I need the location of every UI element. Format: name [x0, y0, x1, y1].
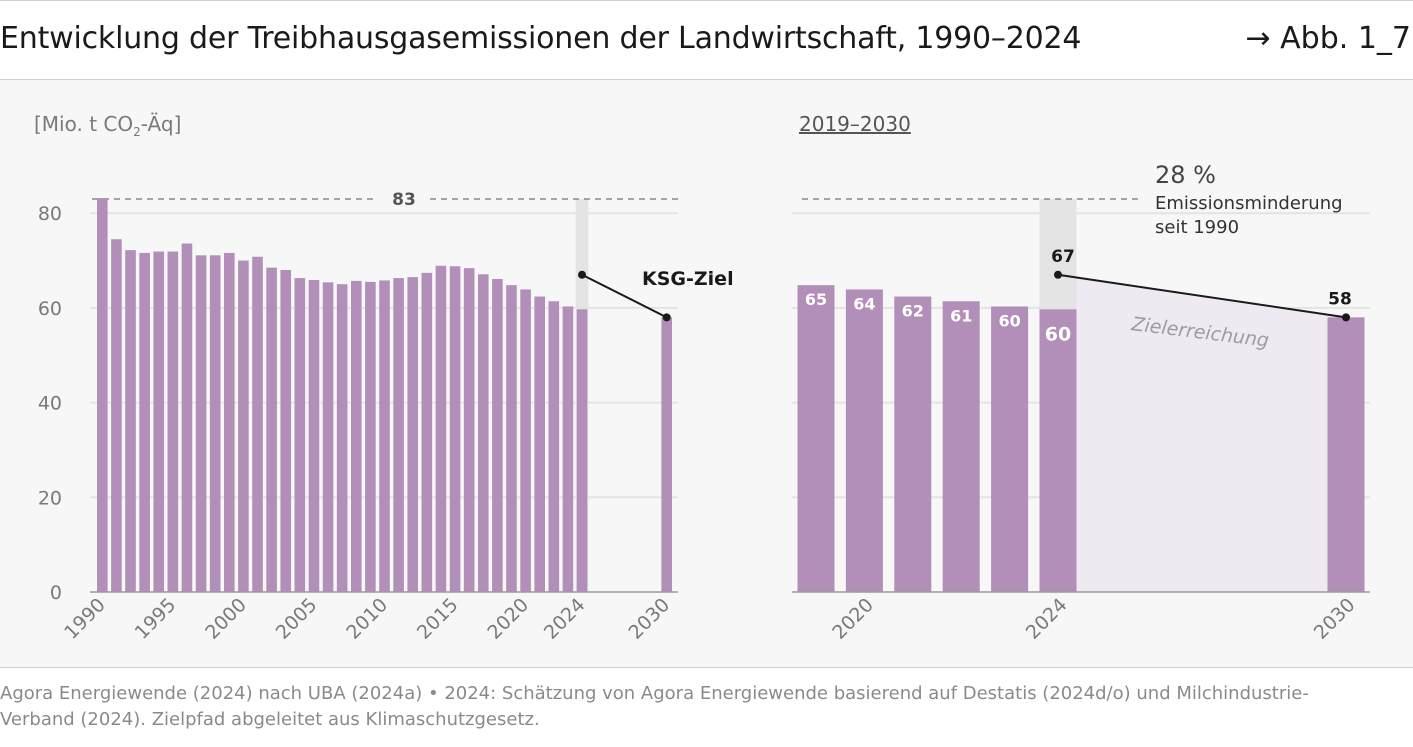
left-bar	[195, 255, 207, 593]
source-note: Agora Energiewende (2024) nach UBA (2024…	[0, 681, 1413, 733]
left-x-tick-label: 2000	[201, 594, 251, 644]
header: Entwicklung der Treibhausgasemissionen d…	[0, 0, 1413, 80]
right-bar-value-label: 60	[1045, 323, 1071, 345]
left-bar	[534, 296, 546, 592]
left-reference-label: 83	[392, 190, 416, 210]
left-bar	[492, 279, 503, 592]
left-bar	[379, 280, 390, 592]
left-bar	[548, 301, 560, 592]
right-target-point	[1054, 270, 1062, 279]
target-area	[1058, 274, 1346, 592]
right-target-point	[1342, 313, 1350, 322]
right-target-line	[1057, 273, 1347, 319]
left-bars	[97, 198, 672, 593]
source-line-1: Agora Energiewende (2024) nach UBA (2024…	[0, 683, 1309, 704]
left-x-tick-label: 2020	[483, 594, 533, 644]
left-bar	[435, 265, 447, 592]
left-bar	[350, 280, 362, 592]
left-x-tick-label: 2030	[624, 594, 674, 644]
left-bar	[153, 251, 165, 592]
left-bar	[125, 250, 136, 593]
left-bar	[181, 243, 193, 593]
left-bar	[111, 239, 122, 592]
left-x-axis: 1990 1995 2000 2005 2010 2015 2020 2024 2030	[60, 594, 674, 644]
left-x-tick-label: 2015	[413, 594, 463, 644]
reduction-value: 28 %	[1155, 161, 1216, 189]
left-target-line	[581, 273, 668, 319]
right-x-tick-label: 2030	[1310, 594, 1360, 644]
left-bar	[449, 266, 461, 592]
left-bar	[209, 255, 221, 593]
right-bar-value-label: 60	[998, 311, 1020, 330]
left-target-point	[578, 270, 587, 279]
figure-reference[interactable]: → Abb. 1_7	[1245, 21, 1411, 56]
left-bar	[336, 284, 348, 592]
right-target-path: 67 58	[1051, 247, 1352, 322]
right-target-value-label: 58	[1328, 289, 1352, 309]
left-bar	[238, 260, 249, 592]
left-x-tick-label: 2005	[272, 594, 322, 644]
right-bar-value-label: 61	[950, 306, 972, 325]
left-bar	[407, 277, 419, 592]
left-bar	[661, 317, 672, 592]
chart-panel: [Mio. t CO2-Äq] 0 20 40 60 80 83 1990 1995 200…	[0, 80, 1413, 668]
left-y-axis: 0 20 40 60 80	[38, 203, 62, 604]
left-y-tick-label: 80	[38, 203, 62, 225]
left-bar	[365, 281, 376, 592]
reduction-label-line1: Emissionsminderung	[1155, 193, 1343, 214]
right-target-value-label: 67	[1051, 247, 1075, 267]
left-bar	[266, 267, 277, 592]
right-x-axis: 2020 2024 2030	[828, 594, 1359, 644]
left-bar	[477, 274, 489, 592]
chart-canvas: [Mio. t CO2-Äq] 0 20 40 60 80 83 1990 1995 200…	[34, 112, 1370, 644]
right-bar-value-label: 65	[805, 290, 827, 309]
left-bar	[97, 198, 108, 592]
left-bar	[421, 272, 433, 592]
left-bar	[308, 279, 320, 592]
right-subtitle: 2019–2030	[799, 112, 911, 136]
left-bar	[506, 285, 517, 592]
right-bar	[991, 306, 1029, 592]
right-bar-value-label: 64	[853, 294, 875, 313]
left-bar	[576, 309, 588, 592]
left-target-path	[578, 270, 671, 322]
right-bar	[797, 285, 835, 592]
left-bar	[252, 256, 263, 592]
left-y-tick-label: 20	[38, 487, 62, 509]
left-bar	[463, 268, 475, 592]
left-bar	[520, 289, 531, 592]
left-bar	[280, 270, 292, 592]
left-bar	[294, 278, 306, 592]
right-x-tick-label: 2024	[1022, 594, 1072, 644]
left-x-tick-label: 2024	[540, 594, 590, 644]
right-x-tick-label: 2020	[828, 594, 878, 644]
left-bar	[393, 278, 404, 592]
right-bar	[845, 289, 883, 592]
right-bars: 65 64 62 61 60 60	[797, 285, 1365, 592]
ksg-target-label: KSG-Ziel	[642, 268, 734, 290]
left-bar	[562, 306, 574, 592]
left-bar	[223, 252, 235, 592]
left-y-tick-label: 40	[38, 393, 62, 415]
left-bar	[167, 251, 179, 592]
page-title: Entwicklung der Treibhausgasemissionen d…	[0, 21, 1082, 56]
right-bar	[894, 296, 932, 592]
left-x-tick-label: 2010	[342, 594, 392, 644]
left-target-point	[662, 313, 671, 322]
right-bar	[1327, 317, 1365, 592]
left-x-tick-label: 1990	[60, 594, 110, 644]
right-bar	[942, 301, 980, 592]
right-bar-value-label: 62	[902, 302, 924, 321]
left-x-tick-label: 1995	[131, 594, 181, 644]
reduction-label-line2: seit 1990	[1155, 217, 1239, 238]
left-y-tick-label: 0	[50, 582, 62, 604]
source-line-2: Verband (2024). Zielpfad abgeleitet aus …	[0, 709, 540, 730]
left-reference-line: 83	[92, 190, 678, 210]
right-bar	[1039, 309, 1077, 592]
left-bar	[322, 282, 334, 592]
left-bar	[139, 252, 150, 592]
left-y-tick-label: 60	[38, 298, 62, 320]
left-unit-label: [Mio. t CO2-Äq]	[34, 112, 181, 139]
